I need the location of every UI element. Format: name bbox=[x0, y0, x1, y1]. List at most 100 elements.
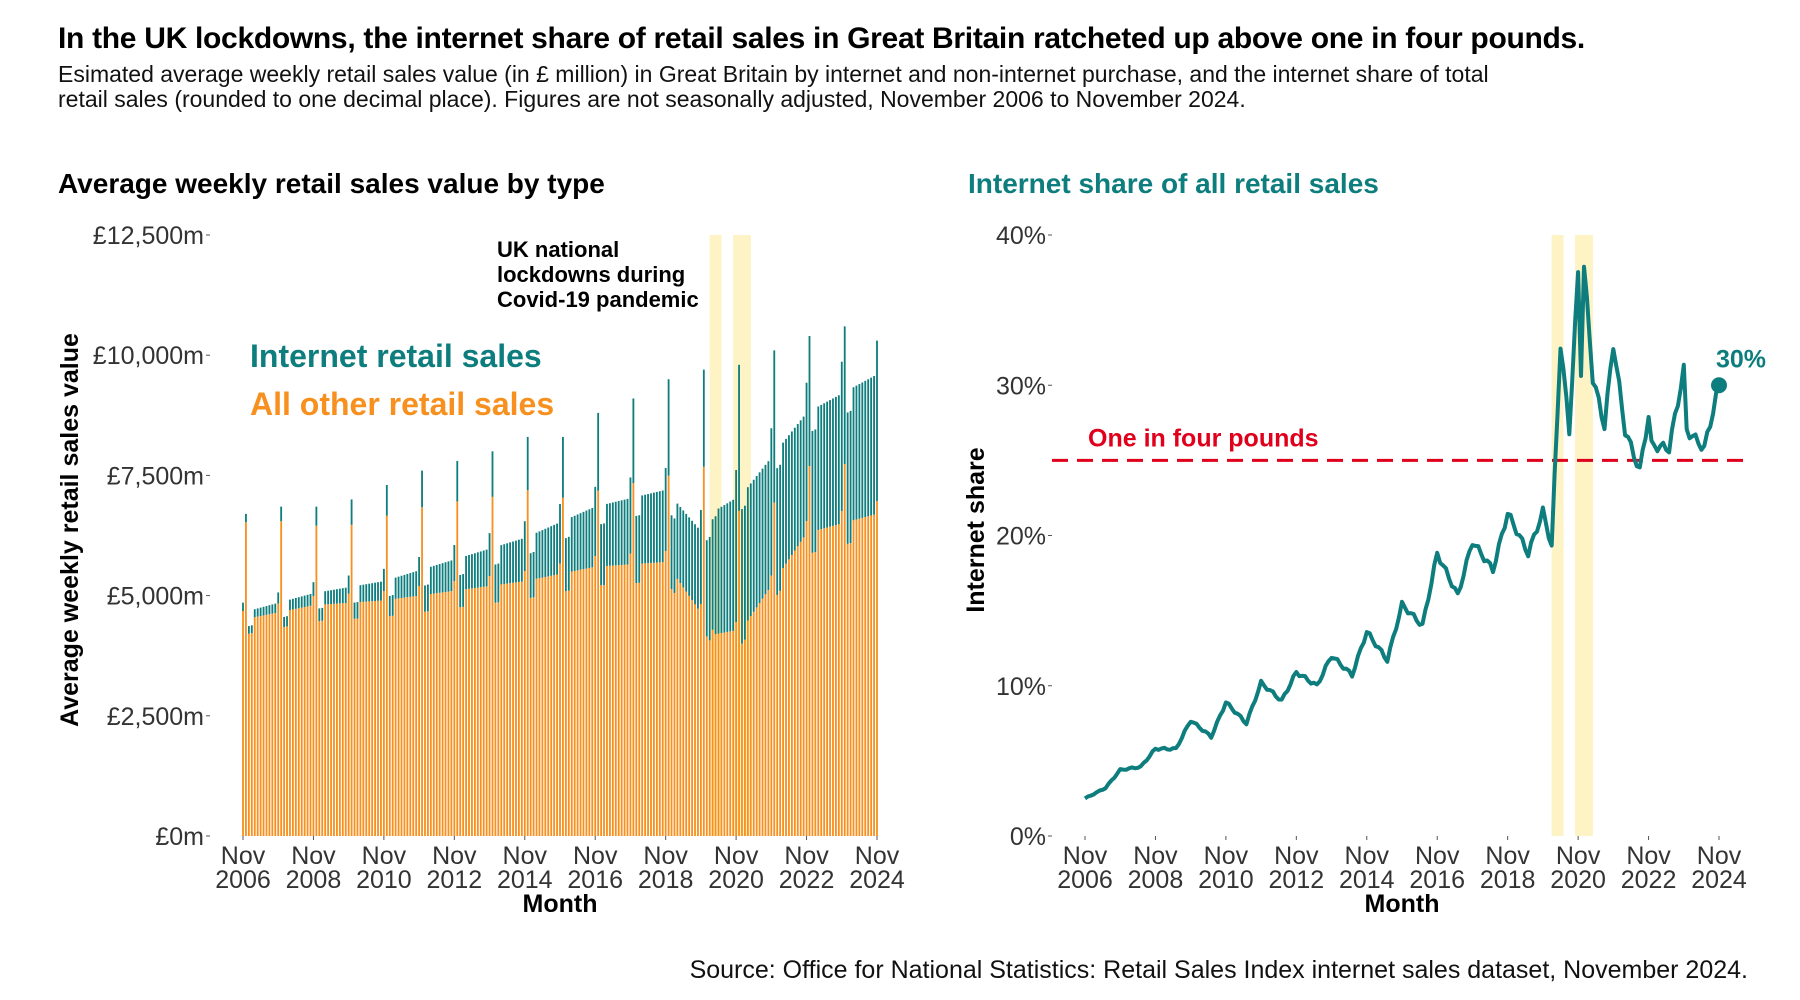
bar-other bbox=[582, 569, 585, 836]
y-tick-label: £7,500m bbox=[107, 462, 204, 490]
x-tick-label: 2018 bbox=[638, 866, 694, 894]
bar-internet bbox=[603, 523, 605, 586]
bar-other bbox=[283, 626, 286, 836]
y-axis-title: Internet share bbox=[962, 447, 990, 612]
bar-other bbox=[685, 591, 688, 836]
bar-internet bbox=[582, 511, 585, 570]
bar-other bbox=[673, 592, 676, 836]
share-line bbox=[1083, 264, 1721, 801]
x-tick-label: Nov bbox=[1697, 842, 1742, 870]
bar-internet bbox=[459, 574, 462, 608]
bar-other bbox=[321, 620, 324, 836]
bar-other bbox=[529, 597, 532, 836]
bar-internet bbox=[526, 436, 529, 491]
bar-other bbox=[482, 586, 485, 836]
bar-internet bbox=[350, 499, 353, 525]
bar-internet bbox=[538, 531, 541, 579]
x-tick-label: 2024 bbox=[1691, 866, 1747, 894]
source-note: Source: Office for National Statistics: … bbox=[689, 956, 1748, 984]
bar-other bbox=[289, 610, 291, 836]
bar-other bbox=[488, 575, 491, 836]
bar-other bbox=[415, 596, 418, 836]
bar-internet bbox=[594, 486, 597, 556]
bar-internet bbox=[653, 492, 655, 563]
bar-other bbox=[400, 598, 403, 836]
bar-internet bbox=[479, 551, 482, 588]
bar-other bbox=[491, 496, 494, 836]
bar-other bbox=[473, 587, 476, 836]
bar-internet bbox=[321, 607, 324, 621]
bar-other bbox=[312, 595, 315, 836]
bar-internet bbox=[752, 479, 755, 612]
bar-internet bbox=[717, 508, 720, 634]
bar-internet bbox=[520, 538, 523, 582]
bar-internet bbox=[579, 513, 582, 570]
bar-internet bbox=[799, 420, 802, 542]
bar-other bbox=[785, 563, 787, 836]
bar-internet bbox=[500, 545, 503, 585]
y-tick-label: £0m bbox=[155, 823, 204, 851]
bar-other bbox=[371, 601, 374, 836]
bar-internet bbox=[482, 550, 485, 587]
bar-other bbox=[494, 602, 497, 836]
bar-other bbox=[318, 620, 321, 836]
lockdown-band bbox=[1575, 235, 1582, 836]
x-tick-label: Nov bbox=[1415, 842, 1460, 870]
bar-other bbox=[271, 613, 274, 836]
bar-internet bbox=[412, 572, 415, 597]
bar-internet bbox=[277, 592, 280, 604]
bar-internet bbox=[427, 584, 429, 612]
bar-other bbox=[347, 593, 350, 836]
x-tick-label: Nov bbox=[784, 842, 829, 870]
bar-internet bbox=[761, 468, 764, 599]
bar-other bbox=[462, 606, 465, 836]
bar-internet bbox=[608, 503, 611, 566]
x-tick-label: Nov bbox=[1626, 842, 1671, 870]
bar-other bbox=[374, 601, 376, 836]
bar-internet bbox=[635, 515, 638, 583]
bar-internet bbox=[453, 545, 456, 581]
bar-other bbox=[688, 595, 691, 836]
x-tick-label: Nov bbox=[643, 842, 688, 870]
x-tick-label: 2012 bbox=[427, 866, 483, 894]
bar-internet bbox=[488, 533, 491, 576]
bar-internet bbox=[749, 483, 752, 617]
bar-internet bbox=[418, 556, 421, 586]
bar-internet bbox=[852, 387, 855, 521]
bar-internet bbox=[547, 527, 550, 577]
bar-internet bbox=[661, 490, 664, 563]
bar-other bbox=[653, 562, 655, 836]
bar-internet bbox=[817, 406, 820, 530]
bar-internet bbox=[650, 493, 652, 563]
x-axis-title: Month bbox=[1365, 890, 1440, 918]
bar-other bbox=[811, 552, 814, 836]
bar-other bbox=[694, 604, 696, 836]
bar-internet bbox=[485, 549, 488, 587]
bar-internet bbox=[380, 581, 382, 601]
x-tick-label: 2014 bbox=[497, 866, 553, 894]
bar-internet bbox=[562, 436, 564, 498]
bar-other bbox=[761, 598, 764, 836]
y-tick-label: 0% bbox=[1010, 823, 1046, 851]
bar-other bbox=[814, 552, 817, 836]
bar-internet bbox=[823, 403, 826, 529]
bar-other bbox=[438, 592, 441, 836]
bar-internet bbox=[764, 464, 767, 595]
bar-internet bbox=[262, 606, 265, 616]
bar-internet bbox=[409, 573, 412, 597]
bar-internet bbox=[811, 431, 814, 553]
bar-internet bbox=[359, 585, 362, 603]
bar-internet bbox=[779, 464, 782, 591]
bar-other bbox=[755, 607, 758, 836]
bar-internet bbox=[303, 595, 306, 608]
bar-other bbox=[626, 564, 629, 836]
y-tick-label: 30% bbox=[996, 372, 1046, 400]
bar-other bbox=[268, 614, 271, 836]
bar-other bbox=[726, 631, 729, 836]
bar-internet bbox=[333, 589, 335, 604]
bar-internet bbox=[846, 412, 849, 544]
bar-other bbox=[453, 580, 456, 836]
bar-internet bbox=[606, 503, 608, 566]
bar-internet bbox=[256, 608, 259, 617]
x-tick-label: Nov bbox=[1274, 842, 1319, 870]
